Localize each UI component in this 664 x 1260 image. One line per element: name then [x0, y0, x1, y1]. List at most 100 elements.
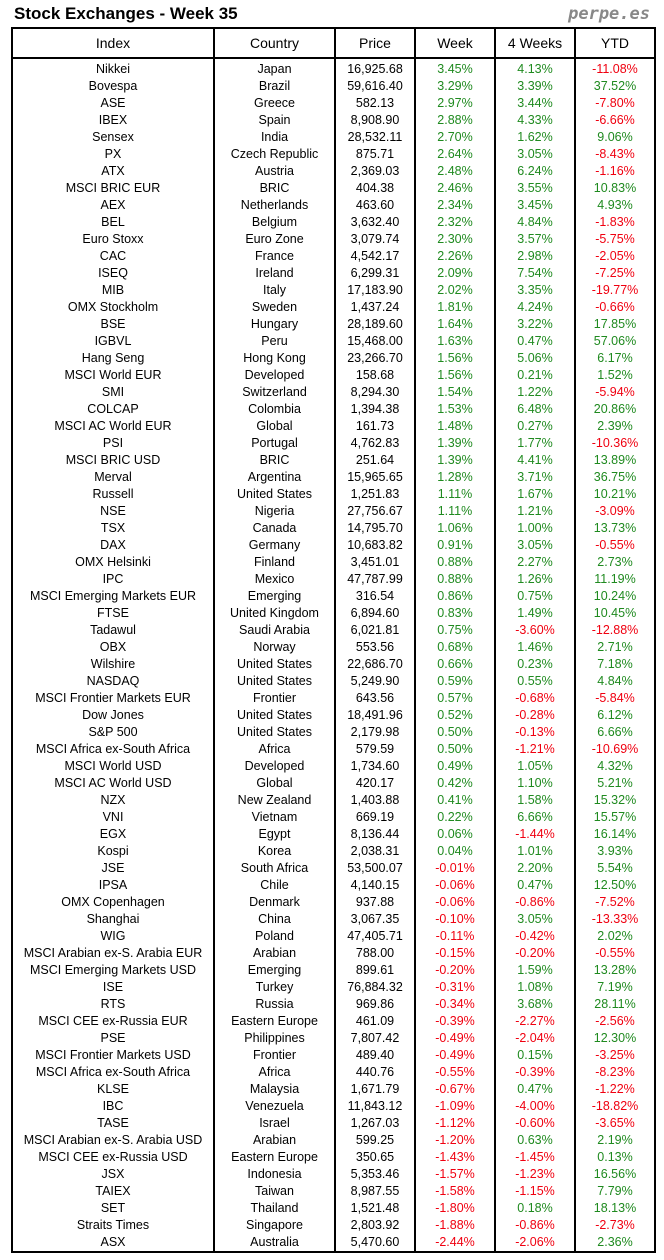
country-cell: Netherlands [213, 197, 336, 214]
ytd-cell: 1.52% [574, 367, 656, 384]
index-cell: JSE [11, 860, 215, 877]
index-cell: KLSE [11, 1081, 215, 1098]
week-cell: -0.31% [414, 979, 496, 996]
country-cell: Canada [213, 520, 336, 537]
ytd-cell: 6.12% [574, 707, 656, 724]
table-row: VNI Vietnam 669.19 0.22% 6.66% 15.57% [11, 809, 656, 826]
price-cell: 350.65 [334, 1149, 416, 1166]
country-cell: Korea [213, 843, 336, 860]
ytd-cell: 10.45% [574, 605, 656, 622]
price-cell: 3,451.01 [334, 554, 416, 571]
index-cell: Euro Stoxx [11, 231, 215, 248]
four-weeks-cell: 4.33% [494, 112, 576, 129]
country-cell: BRIC [213, 180, 336, 197]
week-cell: 2.30% [414, 231, 496, 248]
table-row: Tadawul Saudi Arabia 6,021.81 0.75% -3.60% -1… [11, 622, 656, 639]
four-weeks-cell: -1.15% [494, 1183, 576, 1200]
index-cell: VNI [11, 809, 215, 826]
price-cell: 28,532.11 [334, 129, 416, 146]
week-cell: 3.29% [414, 78, 496, 95]
index-cell: FTSE [11, 605, 215, 622]
country-cell: Developed [213, 367, 336, 384]
four-weeks-cell: -3.60% [494, 622, 576, 639]
four-weeks-cell: 0.27% [494, 418, 576, 435]
four-weeks-cell: 4.84% [494, 214, 576, 231]
ytd-cell: 2.39% [574, 418, 656, 435]
table-row: Euro Stoxx Euro Zone 3,079.74 2.30% 3.57% -5.… [11, 231, 656, 248]
four-weeks-cell: 6.66% [494, 809, 576, 826]
ytd-cell: 4.84% [574, 673, 656, 690]
country-cell: Ireland [213, 265, 336, 282]
four-weeks-cell: 3.05% [494, 537, 576, 554]
four-weeks-cell: 3.71% [494, 469, 576, 486]
country-cell: Emerging [213, 962, 336, 979]
price-cell: 316.54 [334, 588, 416, 605]
table-row: PSE Philippines 7,807.42 -0.49% -2.04% 12.30% [11, 1030, 656, 1047]
price-cell: 28,189.60 [334, 316, 416, 333]
country-cell: Belgium [213, 214, 336, 231]
country-cell: Italy [213, 282, 336, 299]
index-cell: PSI [11, 435, 215, 452]
index-cell: ATX [11, 163, 215, 180]
week-cell: -0.06% [414, 877, 496, 894]
week-cell: 1.56% [414, 350, 496, 367]
price-cell: 3,079.74 [334, 231, 416, 248]
four-weeks-cell: 1.00% [494, 520, 576, 537]
price-cell: 10,683.82 [334, 537, 416, 554]
price-cell: 4,762.83 [334, 435, 416, 452]
country-cell: Hungary [213, 316, 336, 333]
country-cell: Africa [213, 1064, 336, 1081]
table-row: MSCI Emerging Markets EUR Emerging 316.54 0… [11, 588, 656, 605]
price-cell: 8,908.90 [334, 112, 416, 129]
week-cell: 0.50% [414, 741, 496, 758]
table-row: ISE Turkey 76,884.32 -0.31% 1.08% 7.19% [11, 979, 656, 996]
week-cell: 0.06% [414, 826, 496, 843]
index-cell: IPSA [11, 877, 215, 894]
table-row: CAC France 4,542.17 2.26% 2.98% -2.05% [11, 248, 656, 265]
index-cell: NASDAQ [11, 673, 215, 690]
week-cell: 0.42% [414, 775, 496, 792]
four-weeks-cell: -4.00% [494, 1098, 576, 1115]
index-cell: BSE [11, 316, 215, 333]
price-cell: 76,884.32 [334, 979, 416, 996]
four-weeks-cell: 2.20% [494, 860, 576, 877]
country-cell: Taiwan [213, 1183, 336, 1200]
country-cell: Emerging [213, 588, 336, 605]
ytd-cell: -3.09% [574, 503, 656, 520]
four-weeks-cell: -0.68% [494, 690, 576, 707]
ytd-cell: 2.02% [574, 928, 656, 945]
table-row: OMX Helsinki Finland 3,451.01 0.88% 2.27% 2.7… [11, 554, 656, 571]
index-cell: OBX [11, 639, 215, 656]
week-cell: 2.70% [414, 129, 496, 146]
week-cell: 0.50% [414, 724, 496, 741]
week-cell: 0.86% [414, 588, 496, 605]
ytd-cell: -1.83% [574, 214, 656, 231]
week-cell: 1.64% [414, 316, 496, 333]
header-4-weeks: 4 Weeks [494, 27, 576, 59]
week-cell: -1.09% [414, 1098, 496, 1115]
page-title: Stock Exchanges - Week 35 [14, 4, 238, 23]
ytd-cell: 2.36% [574, 1234, 656, 1252]
table-row: MSCI AC World USD Global 420.17 0.42% 1.10% 5… [11, 775, 656, 792]
four-weeks-cell: -0.13% [494, 724, 576, 741]
table-row: MSCI World USD Developed 1,734.60 0.49% 1.05… [11, 758, 656, 775]
week-cell: -0.10% [414, 911, 496, 928]
country-cell: Japan [213, 58, 336, 78]
price-cell: 5,353.46 [334, 1166, 416, 1183]
country-cell: Chile [213, 877, 336, 894]
four-weeks-cell: -1.23% [494, 1166, 576, 1183]
price-cell: 3,067.35 [334, 911, 416, 928]
stock-exchanges-table: Index Country Price Week 4 Weeks YTD Nik… [11, 27, 656, 1253]
index-cell: MSCI World USD [11, 758, 215, 775]
week-cell: 1.53% [414, 401, 496, 418]
four-weeks-cell: 3.05% [494, 911, 576, 928]
ytd-cell: 0.13% [574, 1149, 656, 1166]
country-cell: Peru [213, 333, 336, 350]
index-cell: MSCI AC World EUR [11, 418, 215, 435]
week-cell: 1.54% [414, 384, 496, 401]
index-cell: DAX [11, 537, 215, 554]
index-cell: MSCI Frontier Markets USD [11, 1047, 215, 1064]
price-cell: 158.68 [334, 367, 416, 384]
index-cell: PX [11, 146, 215, 163]
ytd-cell: -0.55% [574, 945, 656, 962]
